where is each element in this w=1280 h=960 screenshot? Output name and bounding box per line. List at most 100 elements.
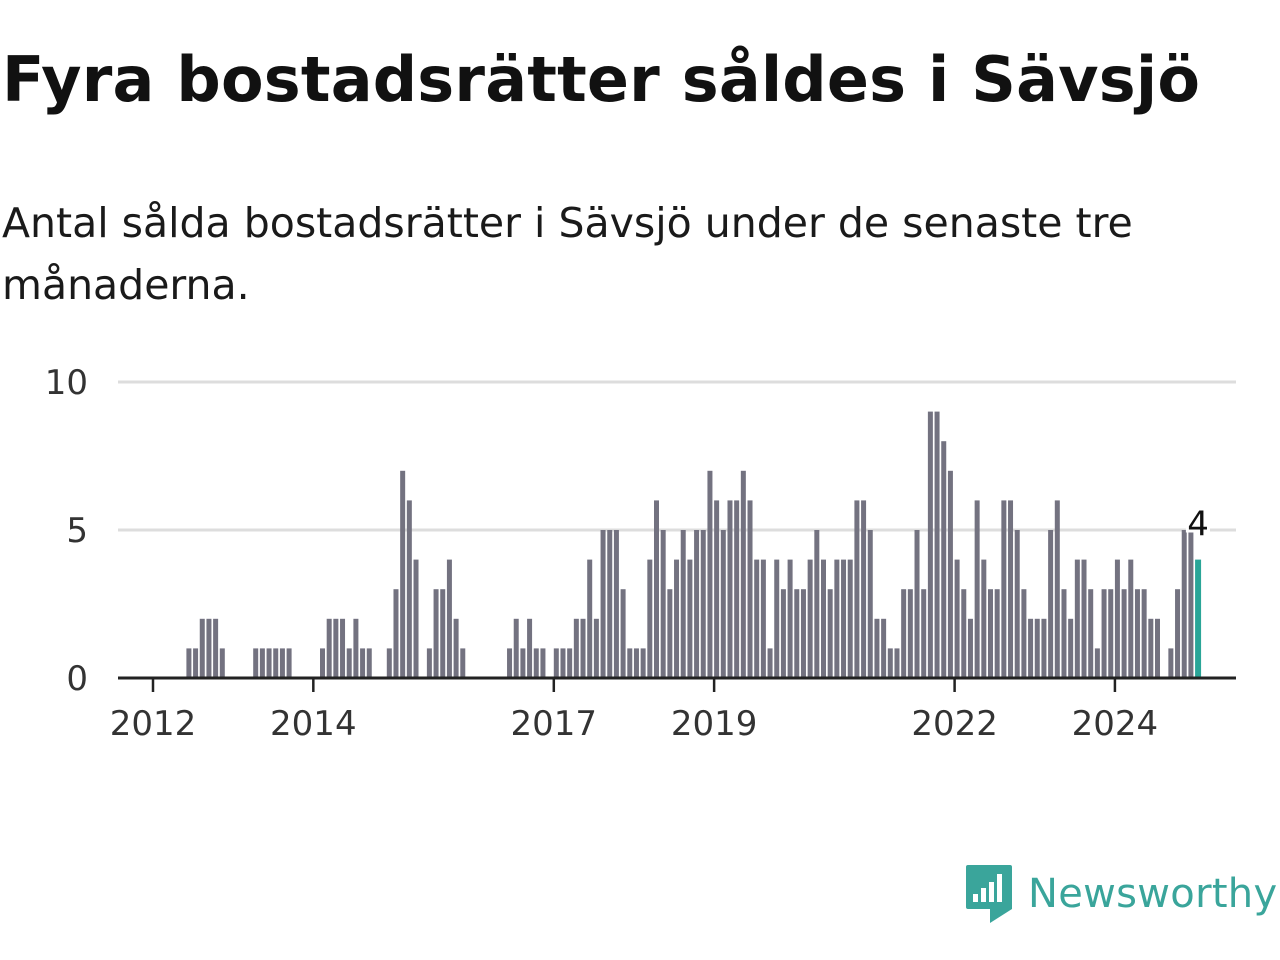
bar <box>901 589 907 678</box>
bar <box>774 559 780 678</box>
bar <box>887 648 893 678</box>
chart-title: Fyra bostadsrätter såldes i Sävsjö <box>2 43 1201 116</box>
bar <box>1094 648 1100 678</box>
bar <box>647 559 653 678</box>
bar <box>1014 530 1020 678</box>
x-axis: 2012 2014 2017 2019 2022 2024 <box>110 676 1236 744</box>
bar <box>767 648 773 678</box>
bar <box>794 589 800 678</box>
bar <box>921 589 927 678</box>
bar <box>1001 500 1007 678</box>
x-tick-label: 2019 <box>671 704 758 744</box>
x-tick-label: 2012 <box>110 704 197 744</box>
bar <box>393 589 399 678</box>
bar <box>400 470 406 678</box>
bar <box>674 559 680 678</box>
bar <box>353 618 359 678</box>
bar <box>834 559 840 678</box>
bar <box>1155 618 1160 678</box>
bar <box>406 500 412 678</box>
bar <box>520 648 526 678</box>
bar <box>747 500 753 678</box>
bar <box>787 559 793 678</box>
bar <box>914 530 920 678</box>
bar <box>1048 530 1054 678</box>
bar <box>1141 589 1147 678</box>
bar <box>1108 589 1114 678</box>
bar <box>1028 618 1034 678</box>
bar <box>346 648 352 678</box>
bar <box>720 530 726 678</box>
bars <box>186 411 1202 678</box>
bar <box>360 648 366 678</box>
bar <box>1175 589 1181 678</box>
bar <box>507 648 513 678</box>
bar <box>907 589 913 678</box>
bar <box>694 530 700 678</box>
bar <box>1021 589 1027 678</box>
bar <box>660 530 666 678</box>
bar <box>947 470 953 678</box>
bar <box>780 589 786 678</box>
bar <box>627 648 633 678</box>
bar <box>620 589 626 678</box>
bar <box>841 559 847 678</box>
bar <box>333 618 339 678</box>
bar <box>453 618 459 678</box>
bar <box>1054 500 1060 678</box>
bar <box>1008 500 1014 678</box>
bar <box>426 648 432 678</box>
bar <box>340 618 346 678</box>
bar <box>273 648 279 678</box>
brand-name: Newsworthy <box>1028 871 1278 917</box>
bar <box>680 530 686 678</box>
highlight-bar <box>1195 559 1202 678</box>
y-tick-label: 0 <box>66 659 88 699</box>
y-tick-label: 5 <box>66 511 88 551</box>
bar <box>827 589 833 678</box>
bar <box>279 648 285 678</box>
bar <box>199 618 205 678</box>
bar <box>988 589 993 678</box>
bar <box>460 648 466 678</box>
x-tick-label: 2017 <box>511 704 598 744</box>
bar <box>854 500 860 678</box>
bar <box>366 648 372 678</box>
bar <box>881 618 887 678</box>
highlight-value-label: 4 <box>1187 505 1209 545</box>
bar <box>513 618 519 678</box>
bar <box>186 648 192 678</box>
bar <box>213 618 219 678</box>
bar <box>974 500 980 678</box>
bar <box>847 559 853 678</box>
x-tick-label: 2014 <box>270 704 357 744</box>
bar <box>861 500 867 678</box>
bar <box>754 559 760 678</box>
bar <box>640 648 646 678</box>
bar <box>540 648 546 678</box>
bar <box>253 648 259 678</box>
bar <box>1041 618 1047 678</box>
chart-subtitle: Antal sålda bostadsrätter i Sävsjö under… <box>2 199 1133 309</box>
bar <box>386 648 392 678</box>
bar <box>1168 648 1174 678</box>
bar <box>553 648 559 678</box>
bar <box>219 648 225 678</box>
bar <box>800 589 806 678</box>
bar <box>1081 559 1087 678</box>
y-tick-label: 10 <box>45 363 88 403</box>
bar <box>954 559 960 678</box>
bar <box>994 589 1000 678</box>
bar <box>533 648 539 678</box>
y-axis-ticks: 0 5 10 <box>45 363 88 699</box>
bar <box>934 411 940 678</box>
newsworthy-logo-icon <box>966 865 1012 923</box>
bar <box>1114 559 1120 678</box>
bar <box>967 618 973 678</box>
bar <box>1188 530 1194 678</box>
bar <box>707 470 713 678</box>
brand: Newsworthy <box>964 862 1277 926</box>
bar <box>633 648 639 678</box>
bar <box>600 530 606 678</box>
bar <box>1074 559 1080 678</box>
